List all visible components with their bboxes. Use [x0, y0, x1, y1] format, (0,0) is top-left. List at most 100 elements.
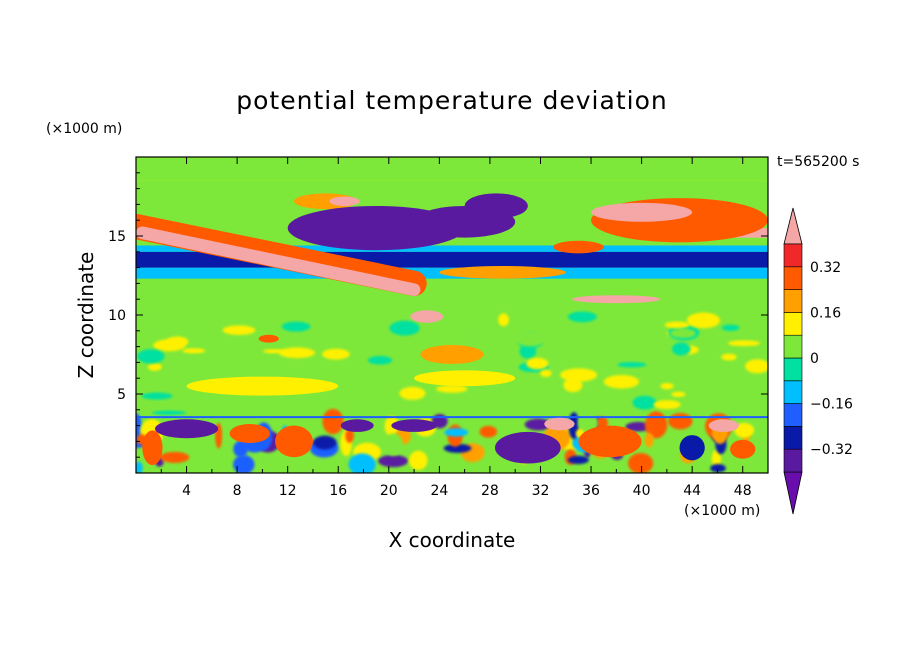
contour-cell: [630, 328, 648, 335]
contour-field: [136, 157, 768, 473]
contour-cell: [409, 450, 428, 471]
contour-cell: [625, 421, 652, 432]
x-tick-label: 4: [182, 483, 191, 499]
field-band: [136, 278, 768, 312]
contour-feature: [708, 419, 739, 432]
contour-cell: [278, 347, 316, 359]
contour-cell: [203, 393, 228, 403]
contour-cell: [653, 400, 681, 410]
contour-cell: [166, 336, 189, 348]
x-axis-title: X coordinate: [388, 528, 516, 552]
contour-cell: [457, 330, 491, 343]
contour-feature: [578, 425, 642, 458]
contour-cell: [182, 348, 206, 354]
x-tick-label: 48: [734, 483, 752, 499]
colorbar-box: [783, 312, 803, 336]
x-tick-label: 32: [532, 483, 550, 499]
contour-cell: [721, 324, 740, 331]
contour-cell: [540, 369, 552, 378]
field-band: [136, 416, 768, 419]
contour-cell: [378, 454, 409, 468]
contour-cell: [313, 435, 337, 450]
contour-feature: [730, 439, 756, 459]
contour-cell: [147, 362, 162, 371]
contour-feature: [391, 419, 437, 432]
contour-cell: [671, 391, 686, 398]
contour-cell: [628, 452, 654, 473]
contour-cell: [660, 382, 674, 390]
contour-cell: [367, 355, 393, 365]
z-axis-unit: (×1000 m): [46, 121, 123, 137]
colorbar-label: 0.32: [810, 260, 841, 276]
contour-cell: [145, 324, 163, 337]
colorbar-max-arrow: [783, 207, 803, 245]
x-tick-label: 20: [380, 483, 398, 499]
colorbar-box: [783, 266, 803, 290]
contour-cell: [383, 433, 404, 456]
contour-cell: [672, 342, 691, 356]
colorbar-label: 0: [810, 351, 819, 367]
colorbar-label: 0.16: [810, 305, 841, 321]
contour-feature: [258, 334, 279, 343]
colorbar-box: [783, 448, 803, 473]
colorbar-label: −0.32: [810, 442, 853, 458]
x-axis-unit: (×1000 m): [684, 503, 761, 519]
contour-cell: [281, 321, 311, 332]
contour-cell: [603, 375, 640, 389]
contour-cell: [435, 385, 468, 393]
contour-feature: [494, 431, 561, 464]
contour-cell: [233, 455, 255, 473]
colorbar: 0.32 0.16 0 −0.16 −0.32: [783, 207, 853, 515]
y-tick-label: 5: [117, 387, 126, 403]
contour-streak: [136, 226, 421, 297]
contour-cell: [710, 463, 726, 473]
contour-feature: [679, 435, 705, 461]
contour-cell: [322, 408, 344, 435]
contour-cell: [727, 340, 761, 347]
contour-cell: [222, 325, 256, 335]
time-label: t=565200 s: [777, 154, 860, 170]
contour-cell: [389, 320, 420, 336]
contour-cell: [711, 449, 722, 468]
contour-cell: [141, 392, 173, 400]
contour-cell: [668, 413, 693, 430]
contour-cell: [617, 362, 647, 368]
contour-feature: [329, 196, 360, 206]
contour-cell: [745, 359, 768, 374]
contour-feature: [464, 193, 528, 219]
contour-cell: [399, 386, 426, 400]
colorbar-box: [783, 403, 803, 427]
contour-cell: [664, 321, 690, 329]
colorbar-min-arrow: [783, 471, 803, 515]
colorbar-box: [783, 426, 803, 450]
colorbar-box: [783, 380, 803, 404]
contour-cell: [321, 348, 350, 360]
contour-cell: [614, 317, 630, 322]
contour-feature: [410, 310, 444, 323]
contour-cell: [136, 311, 158, 321]
contour-cell: [560, 368, 598, 382]
contour-cell: [443, 443, 472, 453]
colorbar-box: [783, 357, 803, 382]
contour-cell: [644, 432, 654, 448]
contour-cell: [262, 349, 286, 354]
contour-feature: [186, 376, 339, 396]
x-tick-label: 24: [430, 483, 448, 499]
x-tick-label: 28: [481, 483, 499, 499]
contour-feature: [142, 430, 163, 466]
contour-cell: [729, 315, 742, 324]
contour-cell: [159, 451, 190, 463]
contour-cell: [345, 428, 355, 443]
contour-feature: [154, 419, 219, 439]
contour-cell: [670, 328, 696, 339]
x-tick-label: 16: [329, 483, 347, 499]
x-tick-label: 36: [582, 483, 600, 499]
x-tick-label: 40: [633, 483, 651, 499]
contour-cell: [151, 410, 187, 416]
field-band: [136, 157, 768, 181]
contour-cell: [526, 357, 549, 370]
contour-feature: [414, 370, 516, 387]
contour-feature: [572, 295, 661, 304]
contour-cell: [444, 428, 469, 437]
field-band: [136, 245, 768, 252]
